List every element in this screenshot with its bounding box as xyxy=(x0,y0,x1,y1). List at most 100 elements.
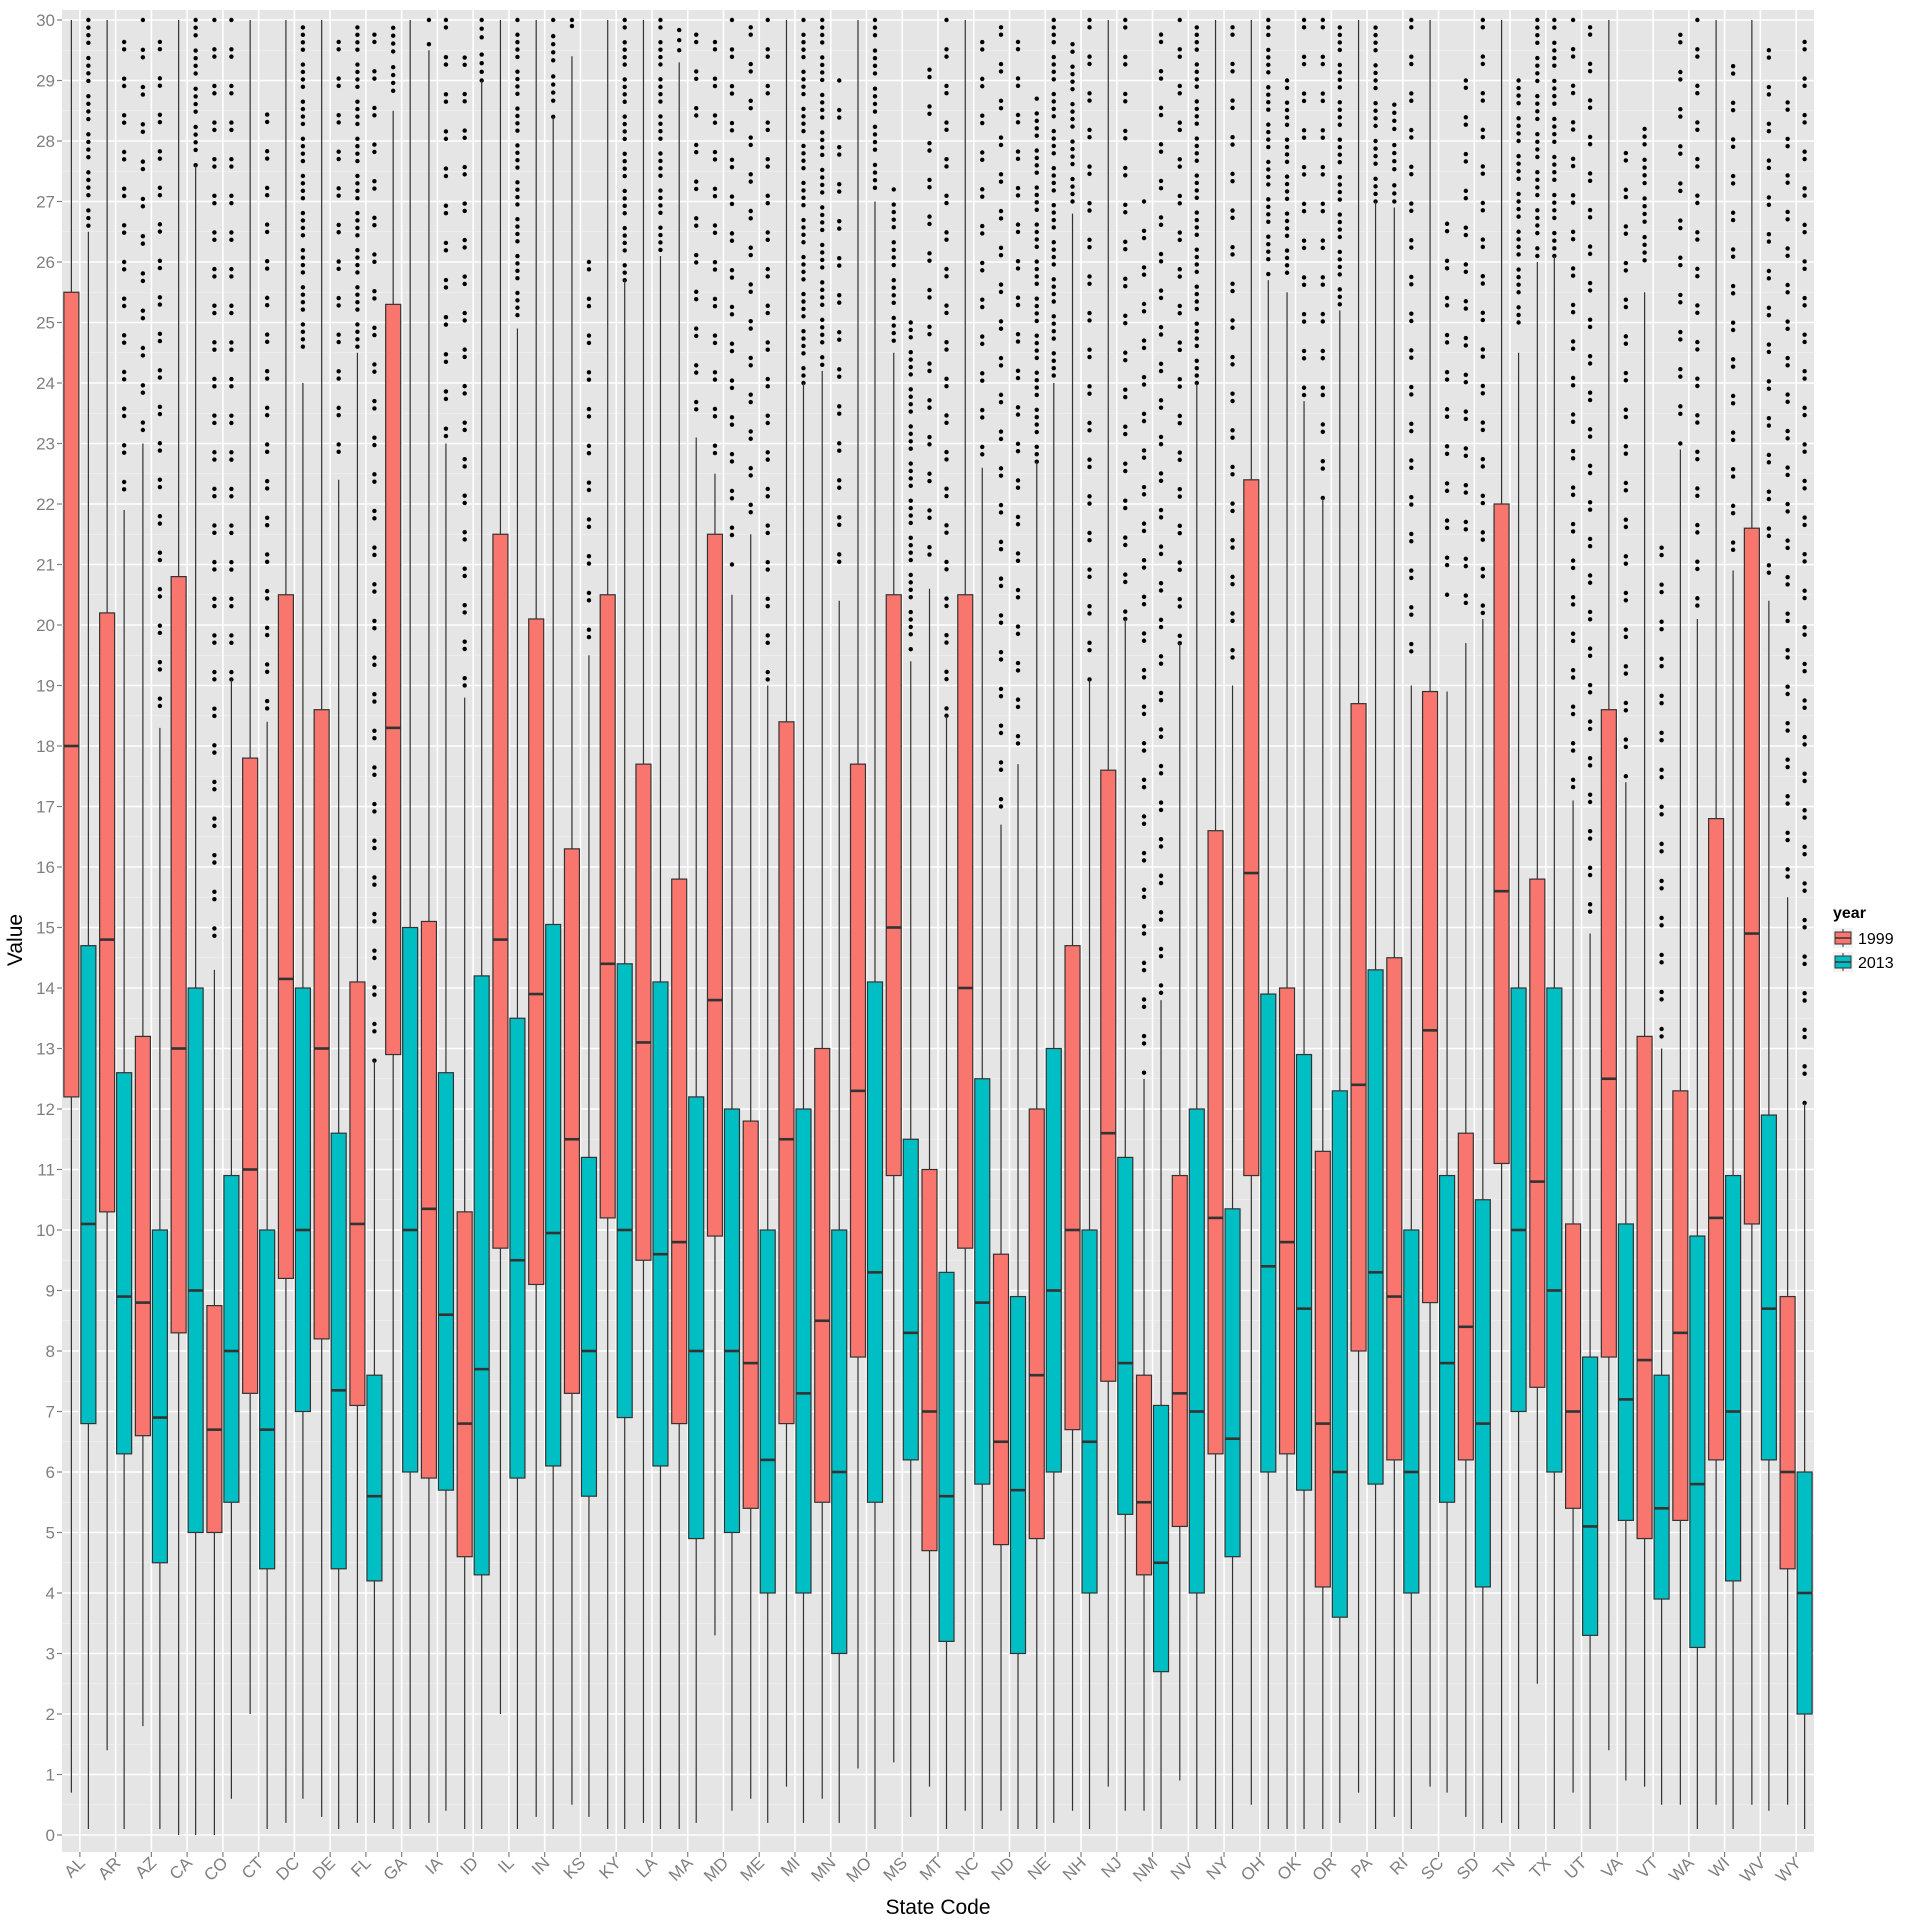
outlier-point xyxy=(515,54,520,60)
outlier-point xyxy=(1015,485,1021,490)
outlier-point xyxy=(1337,145,1343,150)
outlier-point xyxy=(729,312,735,317)
outlier-point xyxy=(1392,110,1397,115)
outlier-point xyxy=(872,109,878,114)
outlier-point xyxy=(1480,164,1486,169)
outlier-point xyxy=(1623,158,1629,163)
outlier-point xyxy=(1552,139,1557,144)
outlier-point xyxy=(1623,341,1629,346)
outlier-point xyxy=(1158,405,1164,410)
outlier-point xyxy=(908,327,913,333)
outlier-point xyxy=(1266,144,1271,150)
outlier-point xyxy=(1463,416,1469,422)
outlier-point xyxy=(515,312,520,318)
outlier-point xyxy=(157,514,163,519)
outlier-point xyxy=(1480,420,1486,425)
outlier-point xyxy=(1051,225,1056,230)
outlier-point xyxy=(837,552,842,557)
outlier-point xyxy=(1766,165,1772,171)
outlier-point xyxy=(1301,282,1307,287)
outlier-point xyxy=(1516,252,1521,257)
outlier-point xyxy=(229,413,234,418)
x-tick-label: WA xyxy=(1665,1853,1698,1886)
outlier-point xyxy=(729,422,735,427)
outlier-point xyxy=(1695,420,1700,425)
outlier-point xyxy=(586,333,592,338)
outlier-point xyxy=(1087,384,1092,389)
outlier-point xyxy=(1409,641,1414,647)
box xyxy=(635,763,652,1261)
outlier-point xyxy=(515,91,520,96)
x-tick-label: NE xyxy=(1024,1853,1054,1883)
y-tick-label: 9 xyxy=(46,1282,55,1301)
x-tick-label: PA xyxy=(1347,1853,1376,1882)
outlier-point xyxy=(1409,91,1414,96)
outlier-point xyxy=(1623,194,1629,200)
outlier-point xyxy=(1194,343,1199,349)
outlier-point xyxy=(212,83,217,89)
outlier-point xyxy=(1535,101,1540,106)
box xyxy=(1779,1295,1796,1570)
outlier-point xyxy=(998,135,1004,140)
outlier-point xyxy=(927,471,932,476)
outlier-point xyxy=(1070,161,1075,167)
box xyxy=(1760,1114,1777,1461)
outlier-point xyxy=(1785,136,1790,142)
outlier-point xyxy=(1516,131,1521,136)
outlier-point xyxy=(1587,726,1593,732)
outlier-point xyxy=(837,515,842,520)
outlier-point xyxy=(1015,441,1021,447)
outlier-point xyxy=(1177,303,1182,309)
outlier-point xyxy=(801,203,806,208)
outlier-point xyxy=(622,25,627,30)
outlier-point xyxy=(1123,461,1128,466)
outlier-point xyxy=(712,259,718,265)
outlier-point xyxy=(1284,196,1290,202)
outlier-point xyxy=(1642,242,1647,248)
outlier-point xyxy=(1177,457,1182,463)
outlier-point xyxy=(908,587,913,592)
outlier-point xyxy=(748,142,753,148)
outlier-point xyxy=(212,413,217,418)
outlier-point xyxy=(1230,435,1235,440)
outlier-point xyxy=(837,263,842,268)
outlier-point xyxy=(998,106,1004,111)
outlier-point xyxy=(1480,500,1486,506)
outlier-point xyxy=(586,370,592,375)
outlier-point xyxy=(1444,369,1450,375)
box xyxy=(437,1072,455,1491)
outlier-point xyxy=(944,530,949,535)
outlier-point xyxy=(837,115,842,120)
outlier-point xyxy=(193,25,198,30)
outlier-point xyxy=(336,112,341,118)
outlier-point xyxy=(1409,465,1414,471)
outlier-point xyxy=(1480,25,1486,30)
outlier-point xyxy=(264,706,270,711)
outlier-point xyxy=(264,442,270,447)
outlier-point xyxy=(212,713,217,719)
outlier-point xyxy=(1284,107,1290,113)
outlier-point xyxy=(820,32,825,38)
outlier-point xyxy=(1087,244,1092,250)
outlier-point xyxy=(1051,314,1056,319)
outlier-point xyxy=(908,335,913,340)
outlier-point xyxy=(1284,248,1290,253)
outlier-point xyxy=(336,339,341,345)
outlier-point xyxy=(1570,54,1576,59)
outlier-point xyxy=(336,149,341,154)
outlier-point xyxy=(748,502,753,508)
outlier-point xyxy=(229,310,234,316)
outlier-point xyxy=(1034,133,1039,138)
outlier-point xyxy=(1320,201,1326,207)
outlier-point xyxy=(801,114,806,119)
outlier-point xyxy=(1587,536,1593,542)
box xyxy=(1207,830,1224,1455)
box xyxy=(1188,1108,1205,1594)
x-tick-label: ID xyxy=(457,1853,482,1878)
x-tick-label: IL xyxy=(494,1853,517,1876)
outlier-point xyxy=(264,669,270,674)
outlier-point xyxy=(1266,204,1271,210)
outlier-point xyxy=(586,553,592,559)
outlier-point xyxy=(1659,700,1664,706)
outlier-point xyxy=(336,303,341,308)
